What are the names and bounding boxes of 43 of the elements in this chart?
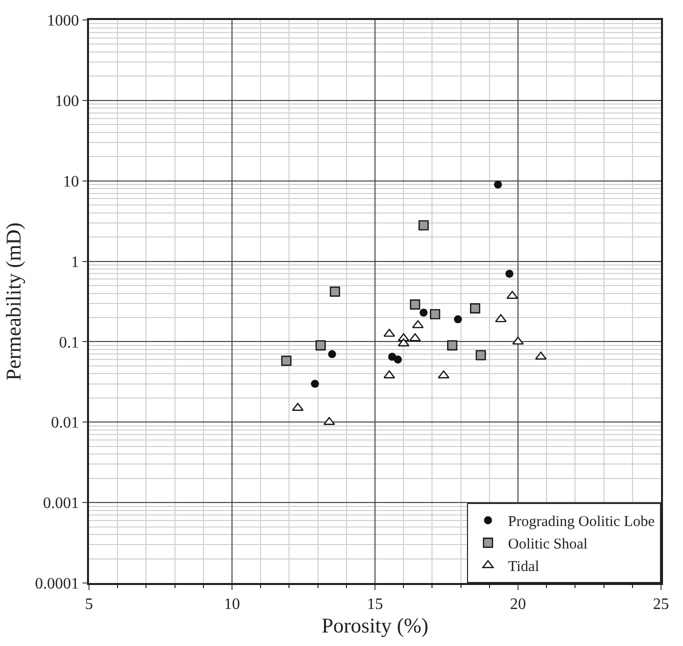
point — [398, 338, 410, 346]
point — [438, 370, 450, 378]
y-tick-label: 0.001 — [43, 495, 80, 512]
y-tick-label: 0.1 — [59, 334, 80, 352]
point — [330, 286, 340, 297]
point — [412, 320, 424, 328]
point — [505, 270, 514, 278]
point — [384, 328, 396, 337]
point — [328, 350, 336, 358]
point — [420, 308, 428, 317]
point — [316, 340, 326, 350]
y-tick-label: 1000 — [47, 12, 80, 30]
point — [470, 303, 480, 314]
point — [494, 180, 502, 189]
point — [281, 356, 292, 366]
y-tick-label: 0.0001 — [35, 576, 80, 593]
point — [409, 333, 421, 342]
point — [495, 314, 507, 322]
point — [410, 299, 420, 310]
point — [430, 309, 440, 320]
x-tick-label: 15 — [367, 596, 383, 613]
point — [476, 350, 486, 360]
legend-label: Prograding Oolitic Lobe — [508, 514, 655, 530]
point — [512, 336, 524, 345]
point — [454, 315, 462, 324]
x-axis-title: Porosity (%) — [322, 614, 428, 638]
y-tick-label: 1 — [71, 254, 80, 271]
y-axis-title: Permeability (mD) — [2, 222, 26, 381]
legend-label: Tidal — [508, 559, 540, 576]
x-tick-label: 20 — [510, 596, 526, 613]
legend-label: Oolitic Shoal — [508, 536, 588, 553]
y-tick-label: 10 — [63, 173, 80, 190]
x-tick-label: 5 — [85, 596, 93, 613]
point — [384, 370, 396, 378]
point — [418, 220, 429, 230]
x-tick-label: 10 — [224, 596, 240, 613]
y-tick-label: 100 — [55, 93, 80, 110]
point — [535, 352, 547, 360]
point — [447, 340, 458, 350]
point — [310, 380, 319, 388]
point — [394, 356, 402, 364]
x-tick-label: 25 — [653, 596, 669, 613]
y-tick-label: 0.01 — [51, 414, 80, 432]
